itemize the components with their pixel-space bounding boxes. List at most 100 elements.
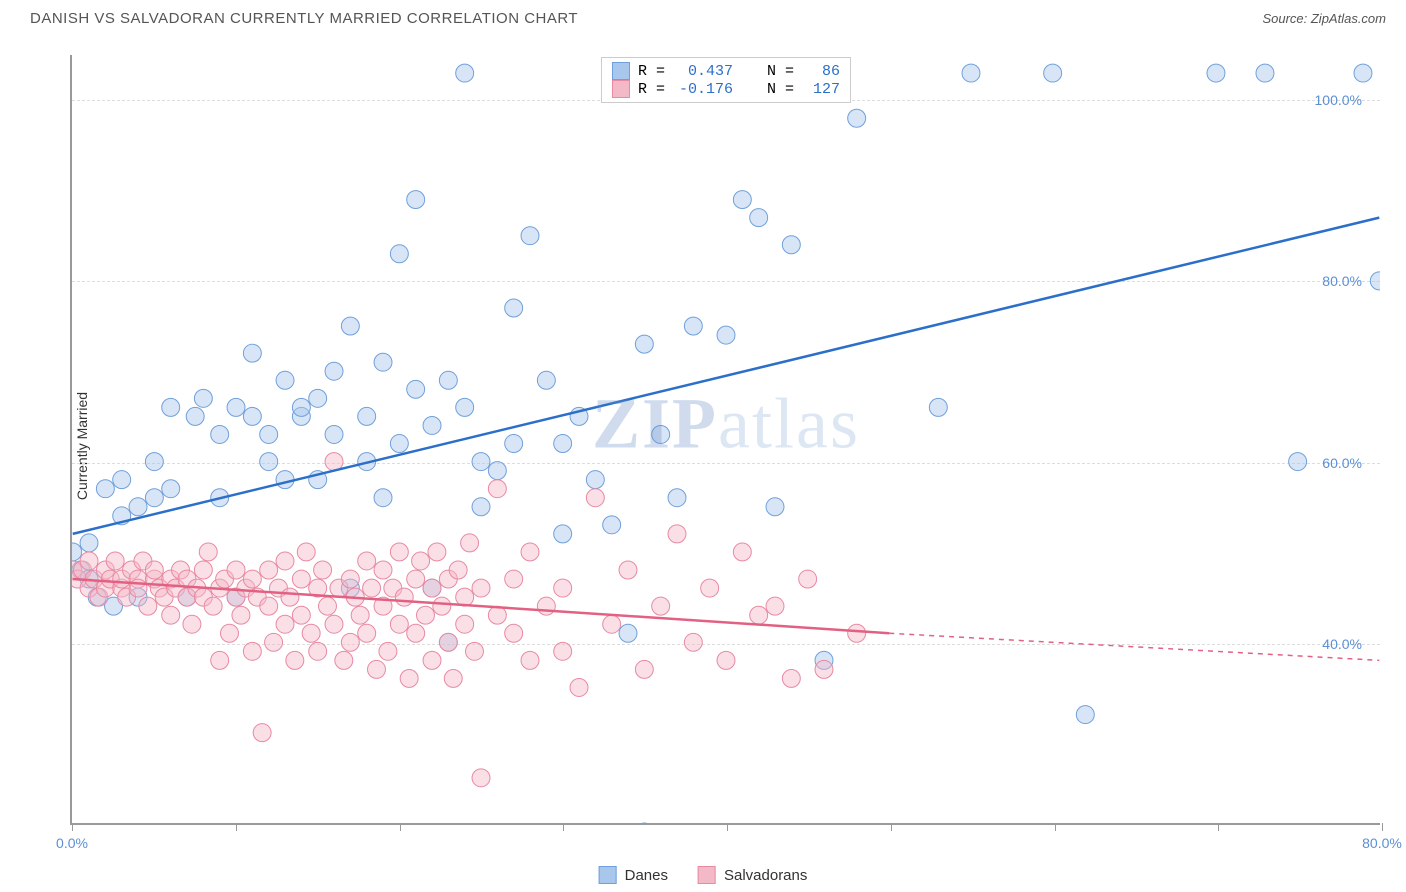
data-point (1370, 272, 1380, 290)
data-point (395, 588, 413, 606)
data-point (472, 579, 490, 597)
data-point (390, 543, 408, 561)
data-point (782, 669, 800, 687)
data-point (433, 597, 451, 615)
data-point (619, 624, 637, 642)
series-legend: Danes Salvadorans (599, 866, 808, 884)
legend-item-salvadorans: Salvadorans (698, 866, 807, 884)
data-point (717, 651, 735, 669)
data-point (668, 489, 686, 507)
data-point (505, 299, 523, 317)
data-point (374, 561, 392, 579)
data-point (186, 407, 204, 425)
data-point (815, 660, 833, 678)
data-point (586, 489, 604, 507)
data-point (243, 642, 261, 660)
data-point (129, 498, 147, 516)
data-point (341, 317, 359, 335)
data-point (750, 209, 768, 227)
x-tick-label: 80.0% (1362, 835, 1402, 851)
data-point (80, 552, 98, 570)
data-point (243, 570, 261, 588)
data-point (145, 489, 163, 507)
trend-line-extrapolated (889, 633, 1379, 660)
data-point (521, 543, 539, 561)
data-point (962, 64, 980, 82)
data-point (276, 471, 294, 489)
data-point (554, 525, 572, 543)
x-tick-mark (563, 823, 564, 831)
data-point (358, 407, 376, 425)
data-point (505, 570, 523, 588)
data-point (456, 64, 474, 82)
data-point (603, 516, 621, 534)
data-point (379, 642, 397, 660)
data-point (183, 615, 201, 633)
data-point (412, 552, 430, 570)
data-point (423, 651, 441, 669)
data-point (341, 633, 359, 651)
data-point (113, 471, 131, 489)
x-tick-mark (1382, 823, 1383, 831)
data-point (243, 344, 261, 362)
data-point (537, 371, 555, 389)
data-point (619, 561, 637, 579)
data-point (456, 588, 474, 606)
data-point (232, 606, 250, 624)
data-point (603, 615, 621, 633)
data-point (407, 624, 425, 642)
data-point (848, 624, 866, 642)
data-point (848, 109, 866, 127)
data-point (260, 597, 278, 615)
data-point (1076, 706, 1094, 724)
data-point (488, 462, 506, 480)
data-point (766, 597, 784, 615)
data-point (407, 380, 425, 398)
data-point (472, 453, 490, 471)
data-point (439, 371, 457, 389)
data-point (439, 633, 457, 651)
data-point (1354, 64, 1372, 82)
data-point (314, 561, 332, 579)
data-point (260, 561, 278, 579)
swatch-salvadorans (612, 80, 630, 98)
correlation-legend: R = 0.437 N = 86 R = -0.176 N = 127 (601, 57, 851, 103)
r-value-danes: 0.437 (673, 63, 733, 80)
chart-header: DANISH VS SALVADORAN CURRENTLY MARRIED C… (0, 0, 1406, 32)
data-point (297, 543, 315, 561)
data-point (276, 371, 294, 389)
chart-plot-area: ZIPatlas R = 0.437 N = 86 R = -0.176 N =… (70, 55, 1380, 825)
data-point (319, 597, 337, 615)
data-point (260, 453, 278, 471)
data-point (390, 615, 408, 633)
data-point (466, 642, 484, 660)
data-point (325, 362, 343, 380)
data-point (586, 471, 604, 489)
data-point (733, 191, 751, 209)
data-point (358, 624, 376, 642)
data-point (390, 435, 408, 453)
data-point (570, 678, 588, 696)
data-point (204, 597, 222, 615)
swatch-danes (612, 62, 630, 80)
data-point (652, 597, 670, 615)
data-point (80, 534, 98, 552)
x-tick-label: 0.0% (56, 835, 88, 851)
data-point (1289, 453, 1307, 471)
data-point (684, 633, 702, 651)
data-point (194, 389, 212, 407)
x-tick-mark (1055, 823, 1056, 831)
data-point (444, 669, 462, 687)
data-point (733, 543, 751, 561)
r-value-salvadorans: -0.176 (673, 81, 733, 98)
data-point (652, 426, 670, 444)
data-point (635, 335, 653, 353)
data-point (521, 227, 539, 245)
data-point (325, 615, 343, 633)
trend-line (73, 218, 1380, 534)
legend-item-danes: Danes (599, 866, 668, 884)
data-point (684, 317, 702, 335)
legend-row-salvadorans: R = -0.176 N = 127 (612, 80, 840, 98)
data-point (211, 426, 229, 444)
data-point (488, 606, 506, 624)
